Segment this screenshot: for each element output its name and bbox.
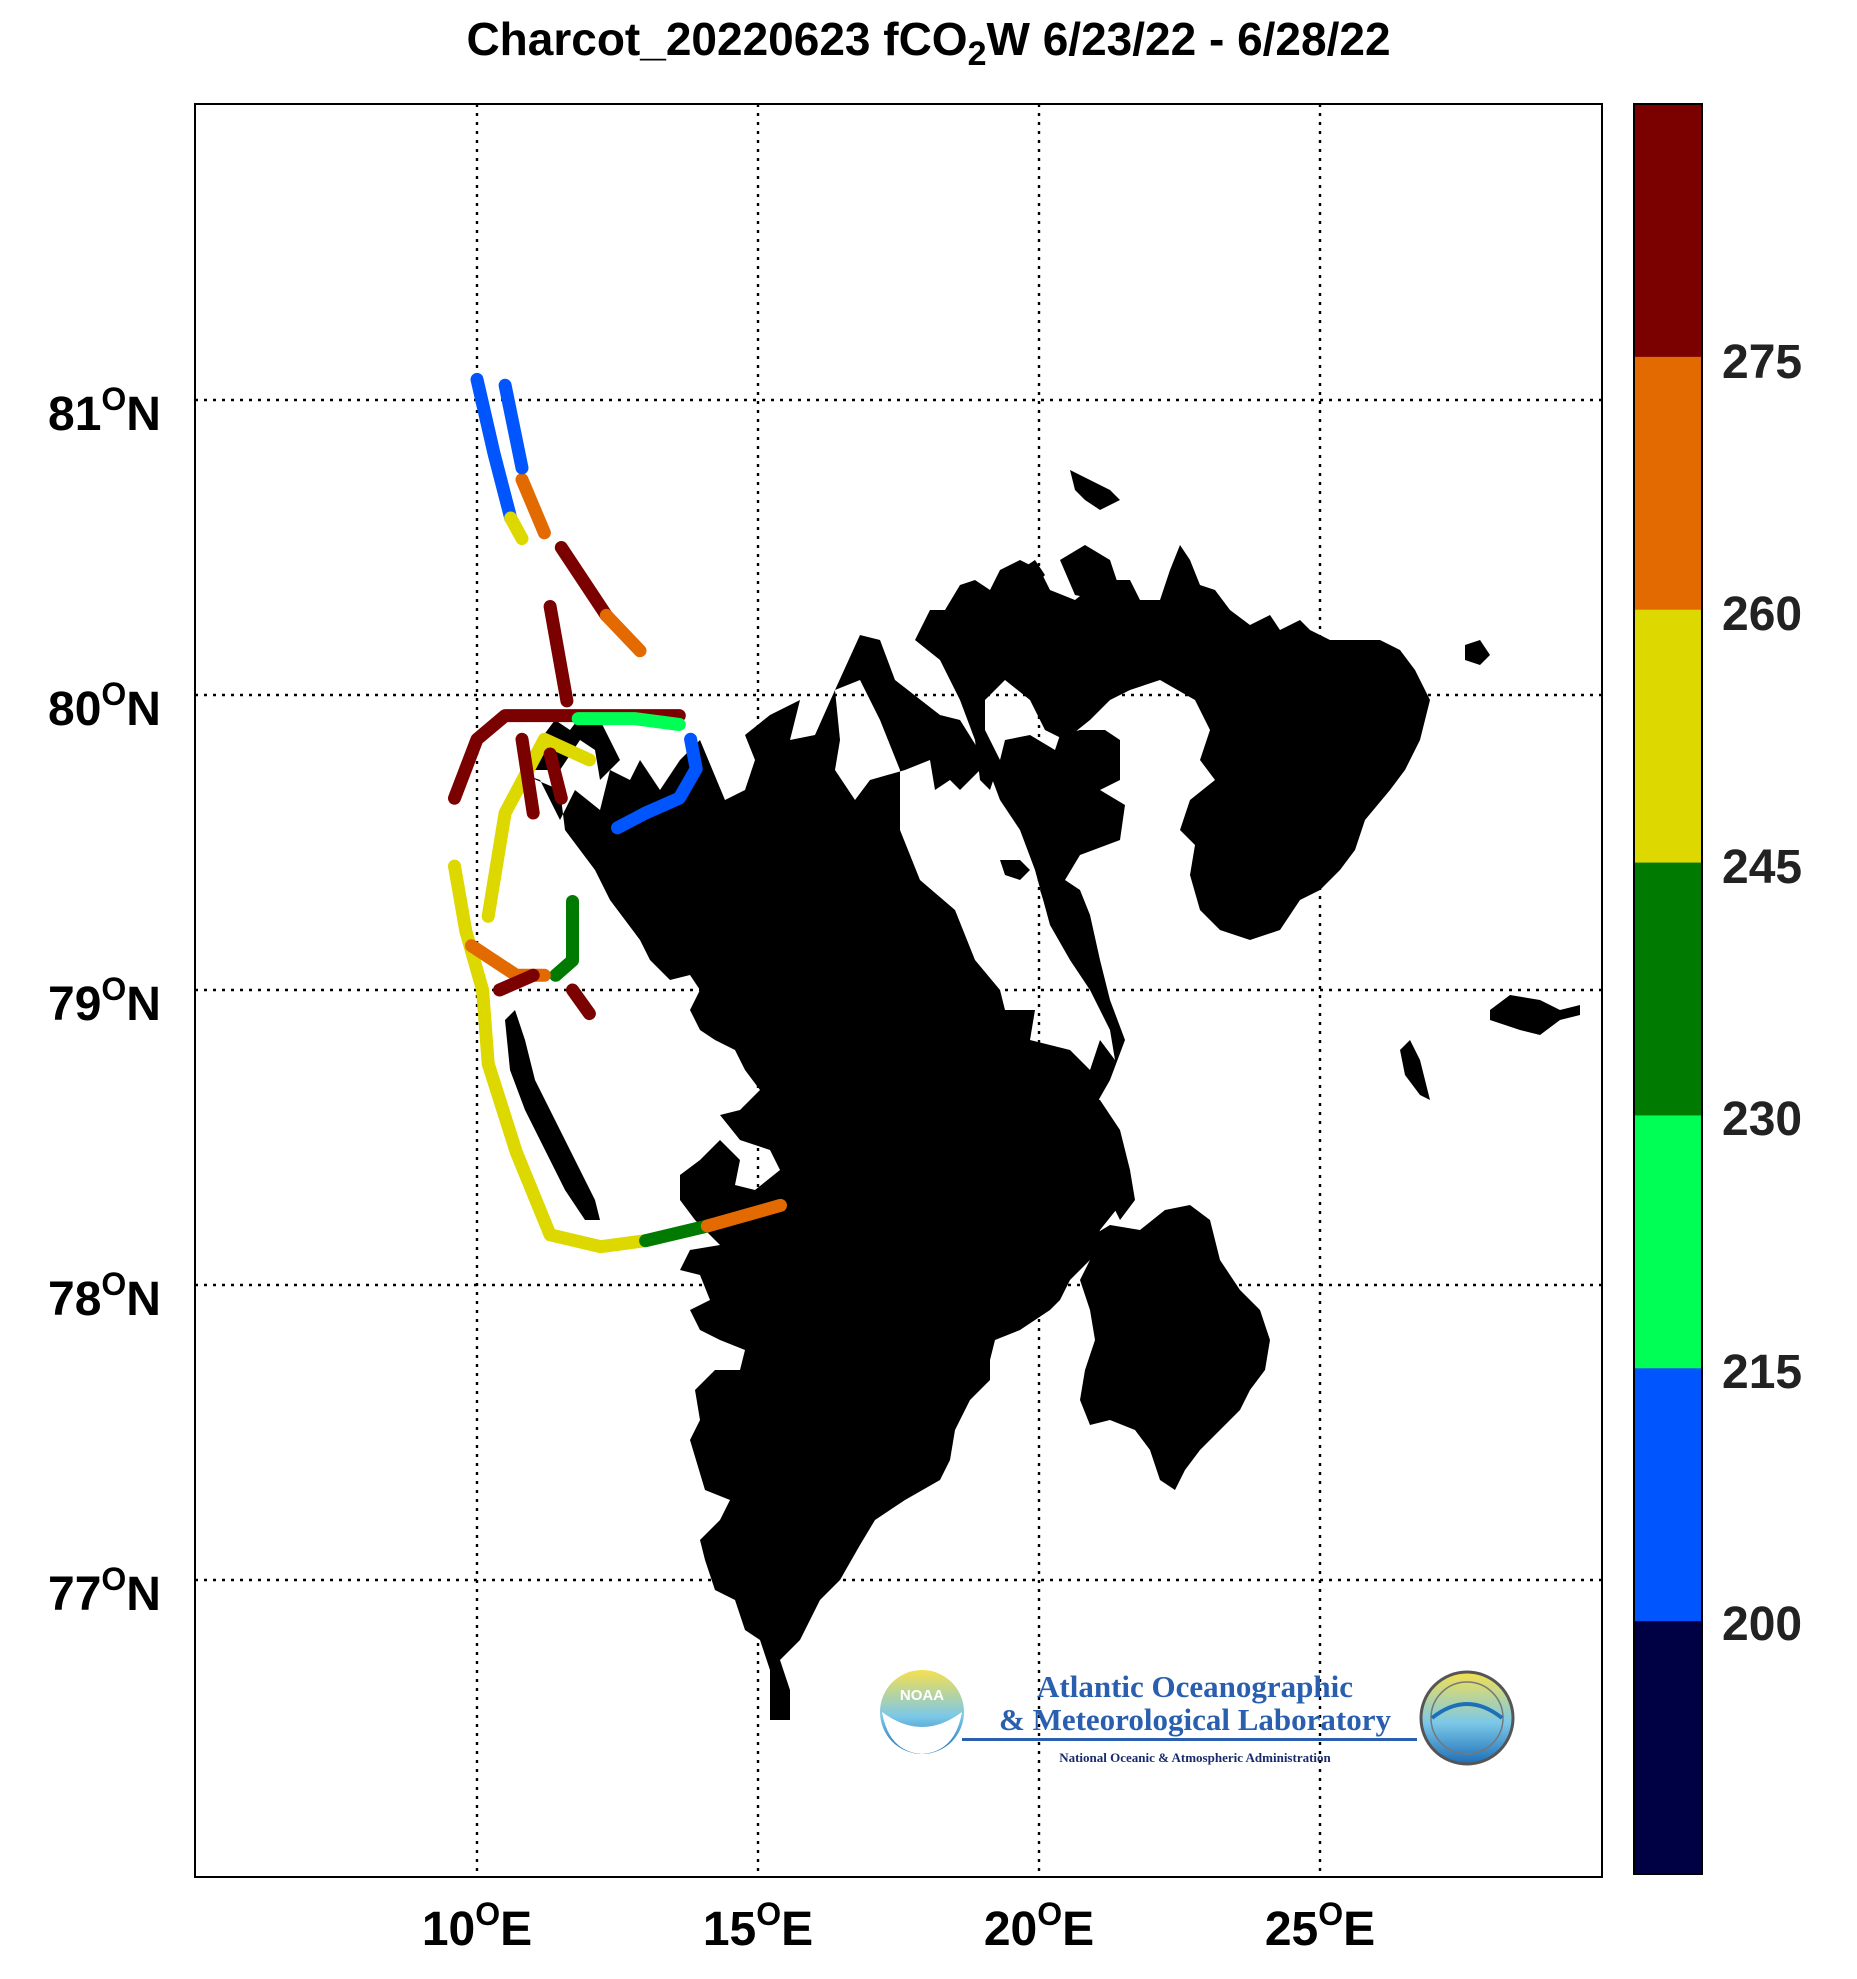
track-segment: [700, 1198, 787, 1233]
colorbar-band: [1634, 609, 1702, 864]
lat-tick-81: 81ON: [48, 381, 161, 441]
noaa-bird-shape: [882, 1712, 962, 1754]
lon-tick-25: 25OE: [1265, 1896, 1375, 1956]
islet-west-1: [1000, 860, 1030, 880]
colorbar-tick-245: 245: [1722, 841, 1802, 894]
lat-tick-78: 78ON: [48, 1266, 161, 1326]
longitude-labels: 10OE 15OE 20OE 25OE: [422, 1896, 1375, 1956]
aoml-logo: NOAA Atlantic Oceanographic & Meteorolog…: [880, 1669, 1515, 1766]
track-segment: [515, 473, 551, 540]
track-segment: [549, 895, 579, 982]
track-segment: [599, 608, 647, 658]
grid-lines: [195, 104, 1602, 1877]
aoml-seal-ring: [1430, 1681, 1504, 1755]
spitsbergen-land: [520, 635, 1125, 1720]
aoml-seal-wave: [1430, 1702, 1504, 1720]
logo-line3: National Oceanic & Atmospheric Administr…: [1059, 1750, 1331, 1765]
barentsoya-land: [1040, 1090, 1135, 1220]
kong-karls-land: [1490, 995, 1580, 1035]
lat-tick-80: 80ON: [48, 676, 161, 736]
track-segment: [470, 372, 518, 525]
colorbar-band: [1634, 1115, 1702, 1369]
colorbar-frame: [1633, 103, 1703, 1875]
logo-line2: & Meteorological Laboratory: [999, 1702, 1391, 1737]
lon-tick-15: 15OE: [703, 1896, 813, 1956]
colorbar: 275 260 245 230 215 200: [1633, 103, 1802, 1875]
kvitoya-land: [1465, 640, 1490, 665]
lon-tick-10: 10OE: [422, 1896, 532, 1956]
lat-tick-79: 79ON: [48, 971, 161, 1031]
latitude-labels: 81ON 80ON 79ON 78ON 77ON: [48, 381, 161, 1621]
track-segment: [498, 378, 529, 475]
kong-karls-land-small: [1400, 1040, 1430, 1100]
track-segment: [566, 983, 596, 1021]
colorbar-tick-230: 230: [1722, 1093, 1802, 1146]
noaa-emblem-text: NOAA: [900, 1687, 944, 1704]
track-segment: [571, 712, 686, 731]
track-segment: [543, 747, 568, 805]
colorbar-band: [1634, 862, 1702, 1116]
lat-tick-77: 77ON: [48, 1561, 161, 1621]
land-masses: [505, 470, 1580, 1720]
ship-track: [448, 372, 787, 1254]
logo-rule: [962, 1738, 1417, 1741]
plot-frame: [194, 103, 1603, 1878]
colorbar-band: [1634, 104, 1702, 358]
logo-line1: Atlantic Oceanographic: [1037, 1669, 1353, 1704]
prins-karls-forland: [505, 1010, 600, 1220]
islet-north-1: [1070, 470, 1120, 510]
colorbar-band: [1634, 1621, 1702, 1875]
islet-west-2: [1040, 890, 1060, 905]
colorbar-tick-215: 215: [1722, 1346, 1802, 1399]
colorbar-tick-200: 200: [1722, 1598, 1802, 1651]
track-segment: [543, 600, 574, 708]
nordaustlandet-north-land: [1060, 545, 1120, 600]
track-segment: [554, 541, 613, 622]
nordaustlandet-land: [915, 545, 1430, 940]
colorbar-tick-275: 275: [1722, 336, 1802, 389]
aoml-seal: [1419, 1670, 1515, 1766]
track-segment: [504, 511, 529, 546]
colorbar-band: [1634, 356, 1702, 611]
chart-title: Charcot_20220623 fCO2W 6/23/22 - 6/28/22: [466, 13, 1391, 74]
track-segment: [611, 732, 703, 835]
track-segment: [639, 1219, 714, 1248]
edgeoya-land: [1080, 1205, 1270, 1490]
islet-north-2: [1020, 560, 1045, 585]
colorbar-tick-260: 260: [1722, 588, 1802, 641]
track-segment: [493, 968, 540, 997]
colorbar-band: [1634, 1368, 1702, 1622]
track-segment: [515, 732, 540, 820]
lon-tick-20: 20OE: [984, 1896, 1094, 1956]
